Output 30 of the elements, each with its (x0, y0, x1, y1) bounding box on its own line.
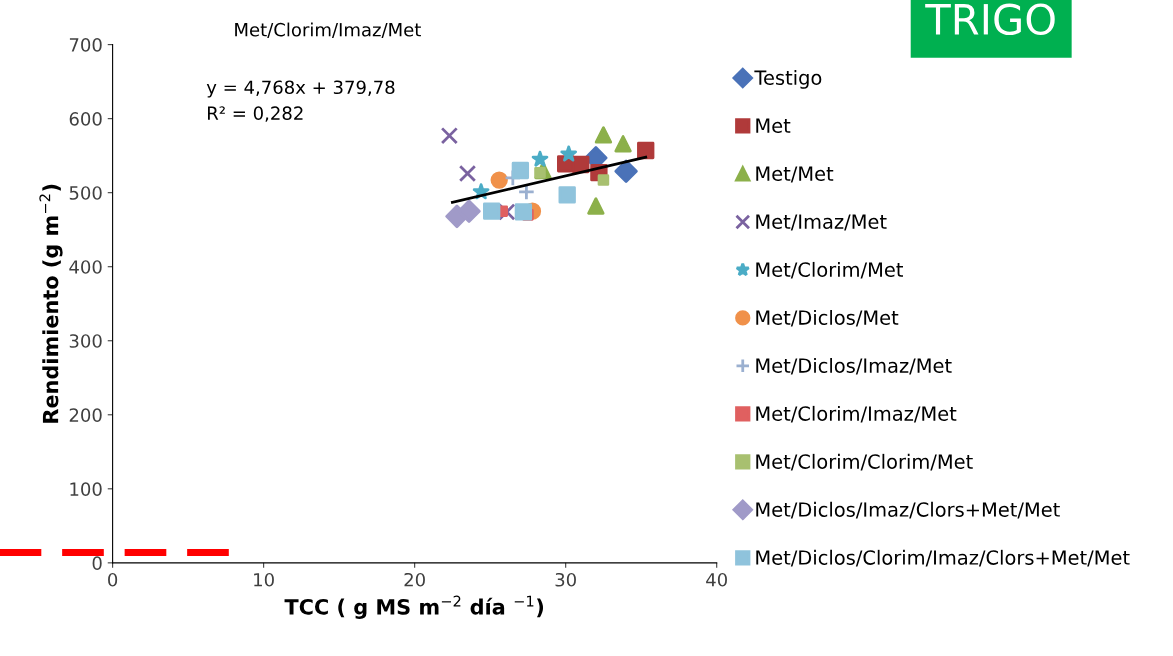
legend-label: Met (756, 118, 791, 134)
y-tick-label: 500 (69, 186, 102, 200)
legend-label: Met/Met (756, 166, 834, 183)
x-tick-label: 30 (555, 572, 576, 587)
x-tick-label: 20 (404, 572, 425, 587)
legend-label: Met/Diclos/Clorim/Imaz/Clors+Met/Met (756, 549, 1130, 567)
text: TRIGO (925, 3, 1055, 36)
y-tick-label: 400 (69, 260, 102, 274)
legend-label: Testigo (754, 69, 822, 89)
x-tick-label: 10 (254, 572, 274, 587)
legend-label: Met/Clorim/Imaz/Met (756, 405, 957, 423)
legend-label: Met/Diclos/Met (756, 309, 899, 327)
y-axis-title: Rendimiento (g m$^{−2}$) (39, 184, 63, 423)
x-tick-label: 40 (706, 572, 727, 587)
legend-label: Met/Diclos/Imaz/Met (756, 357, 952, 375)
annotation: R² = 0,282 (208, 106, 303, 122)
y-tick-label: 300 (69, 334, 102, 348)
chart-title: Met/Clorim/Imaz/Met (235, 22, 421, 38)
y-tick-label: 700 (69, 38, 102, 52)
legend-label: Met/Clorim/Clorim/Met (756, 453, 973, 471)
y-tick-label: 200 (69, 408, 102, 422)
x-axis-title: TCC ( g MS m$^{−2}$ día $^{−1}$) (284, 595, 544, 619)
legend-label: Met/Diclos/Imaz/Clors+Met/Met (756, 501, 1060, 519)
y-tick-label: 100 (70, 482, 102, 496)
y-tick-label: 0 (92, 556, 102, 570)
annotation: y = 4,768x + 379,78 (206, 80, 395, 98)
legend-label: Met/Clorim/Met (756, 261, 903, 279)
y-tick-label: 600 (69, 112, 102, 126)
x-tick-label: 0 (108, 572, 118, 587)
legend-label: Met/Imaz/Met (756, 214, 887, 231)
